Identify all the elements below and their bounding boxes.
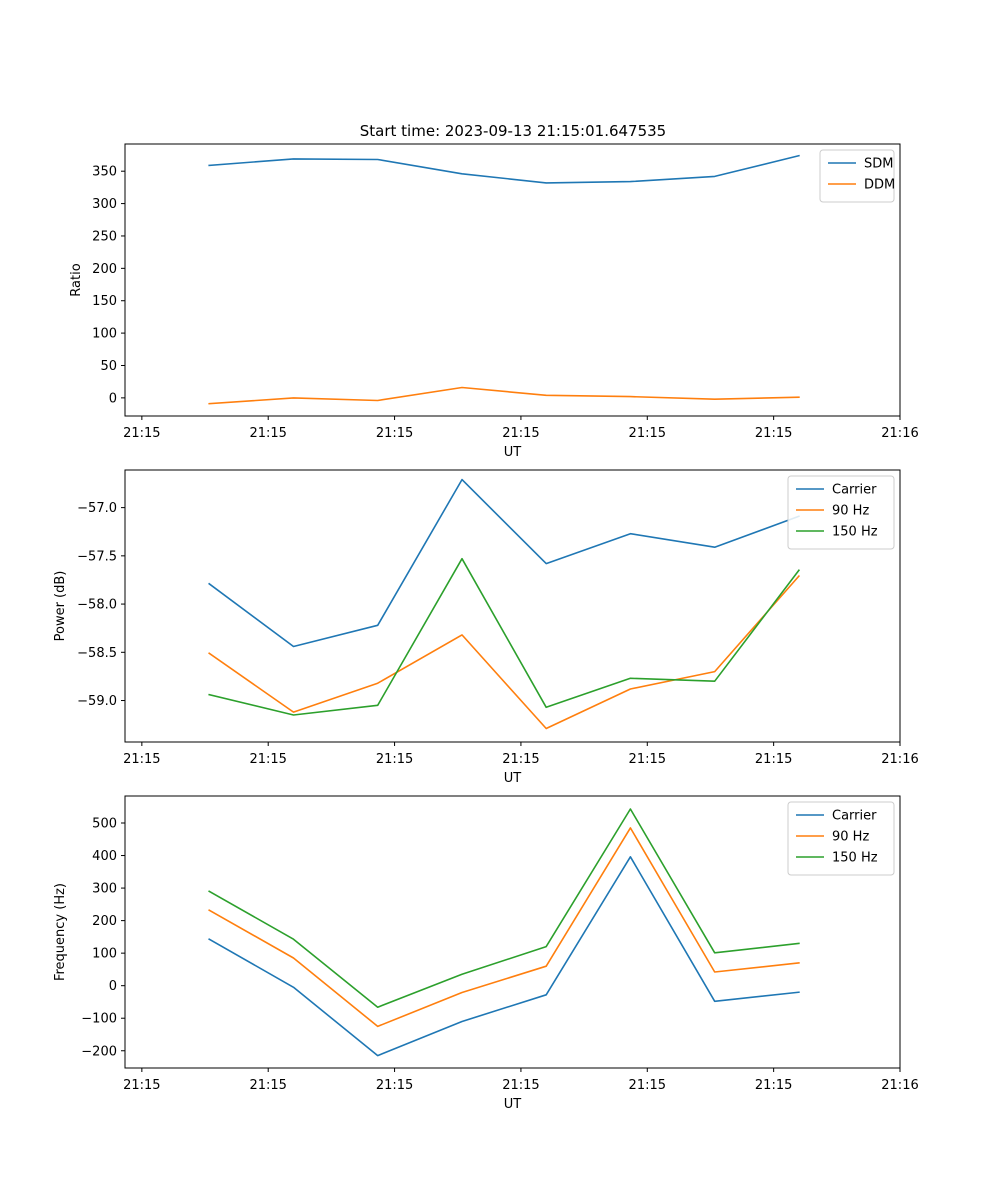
chart1-legend-label-ddm: DDM: [864, 178, 895, 193]
chart2-x-tick-label: 21:15: [123, 752, 160, 767]
chart1-y-tick-label: 350: [92, 165, 117, 180]
chart3-x-tick-label: 21:15: [249, 1078, 286, 1093]
chart1-x-tick-label: 21:15: [123, 426, 160, 441]
chart2-series-line-90-hz: [208, 574, 801, 730]
chart3-x-tick-label: 21:15: [123, 1078, 160, 1093]
chart1-x-tick-label: 21:15: [502, 426, 539, 441]
chart3-x-tick-label: 21:15: [502, 1078, 539, 1093]
chart1-legend-label-sdm: SDM: [864, 157, 893, 172]
chart3-series-line-carrier: [208, 855, 800, 1057]
chart2-y-tick-label: −59.0: [77, 694, 117, 709]
chart1-y-axis-label: Ratio: [69, 263, 84, 296]
chart1-x-tick-label: 21:15: [376, 426, 413, 441]
chart3-legend-label-carrier: Carrier: [832, 809, 877, 824]
chart3-x-axis-label: UT: [504, 1097, 522, 1112]
chart3-y-tick-label: 200: [92, 914, 117, 929]
chart2-legend-label-150-hz: 150 Hz: [832, 525, 878, 540]
chart3-y-tick-label: −100: [81, 1012, 117, 1027]
chart1-x-tick-label: 21:15: [629, 426, 666, 441]
chart1-x-tick-label: 21:16: [881, 426, 918, 441]
chart2-x-tick-label: 21:15: [502, 752, 539, 767]
chart1-x-axis-label: UT: [504, 445, 522, 460]
chart3-series-line-90-hz: [208, 827, 800, 1028]
chart3-x-tick-label: 21:15: [755, 1078, 792, 1093]
chart2-x-tick-label: 21:15: [755, 752, 792, 767]
chart2-axes-frame: [124, 469, 901, 743]
figure-title: Start time: 2023-09-13 21:15:01.647535: [360, 122, 666, 140]
chart3-legend-label-90-hz: 90 Hz: [832, 830, 869, 845]
chart3-y-axis-label: Frequency (Hz): [53, 883, 68, 981]
chart1-series-line-ddm: [208, 386, 800, 405]
chart1-y-tick-label: 250: [92, 229, 117, 244]
chart-panel-power: 21:15 21:15 21:15 21:15 21:15 21:15 21:16 −59.0…: [53, 469, 919, 786]
chart3-y-tick-label: 300: [92, 882, 117, 897]
chart1-y-tick-label: 0: [109, 391, 117, 406]
chart2-x-tick-label: 21:15: [376, 752, 413, 767]
chart2-legend-label-carrier: Carrier: [832, 483, 877, 498]
chart3-y-tick-label: 100: [92, 947, 117, 962]
chart2-x-axis-label: UT: [504, 771, 522, 786]
chart2-legend-label-90-hz: 90 Hz: [832, 504, 869, 519]
chart2-x-tick-label: 21:15: [629, 752, 666, 767]
chart3-x-tick-label: 21:15: [376, 1078, 413, 1093]
chart3-y-tick-label: 400: [92, 849, 117, 864]
chart2-series-line-150-hz: [208, 557, 801, 716]
chart2-y-tick-label: −58.0: [77, 598, 117, 613]
chart2-y-axis-label: Power (dB): [53, 571, 68, 642]
chart3-y-tick-label: 500: [92, 817, 117, 832]
chart1-series-line-sdm: [208, 154, 800, 184]
chart2-y-tick-label: −58.5: [77, 646, 117, 661]
chart3-legend-label-150-hz: 150 Hz: [832, 851, 878, 866]
chart3-y-tick-label: −200: [81, 1044, 117, 1059]
chart-panel-frequency: 21:15 21:15 21:15 21:15 21:15 21:15 21:16 −200 −…: [53, 795, 919, 1112]
chart1-y-tick-label: 50: [100, 359, 117, 374]
chart3-axes-frame: [124, 795, 901, 1069]
chart3-y-tick-label: 0: [109, 979, 117, 994]
chart3-x-tick-label: 21:15: [629, 1078, 666, 1093]
chart2-y-tick-label: −57.5: [77, 549, 117, 564]
chart1-y-tick-label: 150: [92, 294, 117, 309]
chart-panel-ratio: 21:15 21:15 21:15 21:15 21:15 21:15 21:16 0 50 10…: [69, 143, 919, 460]
chart2-x-tick-label: 21:15: [249, 752, 286, 767]
chart1-y-tick-label: 200: [92, 262, 117, 277]
chart1-y-tick-label: 300: [92, 197, 117, 212]
chart1-axes-frame: [124, 143, 901, 417]
chart2-y-tick-label: −57.0: [77, 501, 117, 516]
chart2-x-tick-label: 21:16: [881, 752, 918, 767]
chart1-y-tick-label: 100: [92, 327, 117, 342]
chart1-x-tick-label: 21:15: [755, 426, 792, 441]
chart3-series-line-150-hz: [208, 808, 800, 1009]
chart1-x-tick-label: 21:15: [249, 426, 286, 441]
chart2-series-line-carrier: [208, 478, 800, 648]
chart3-x-tick-label: 21:16: [881, 1078, 918, 1093]
